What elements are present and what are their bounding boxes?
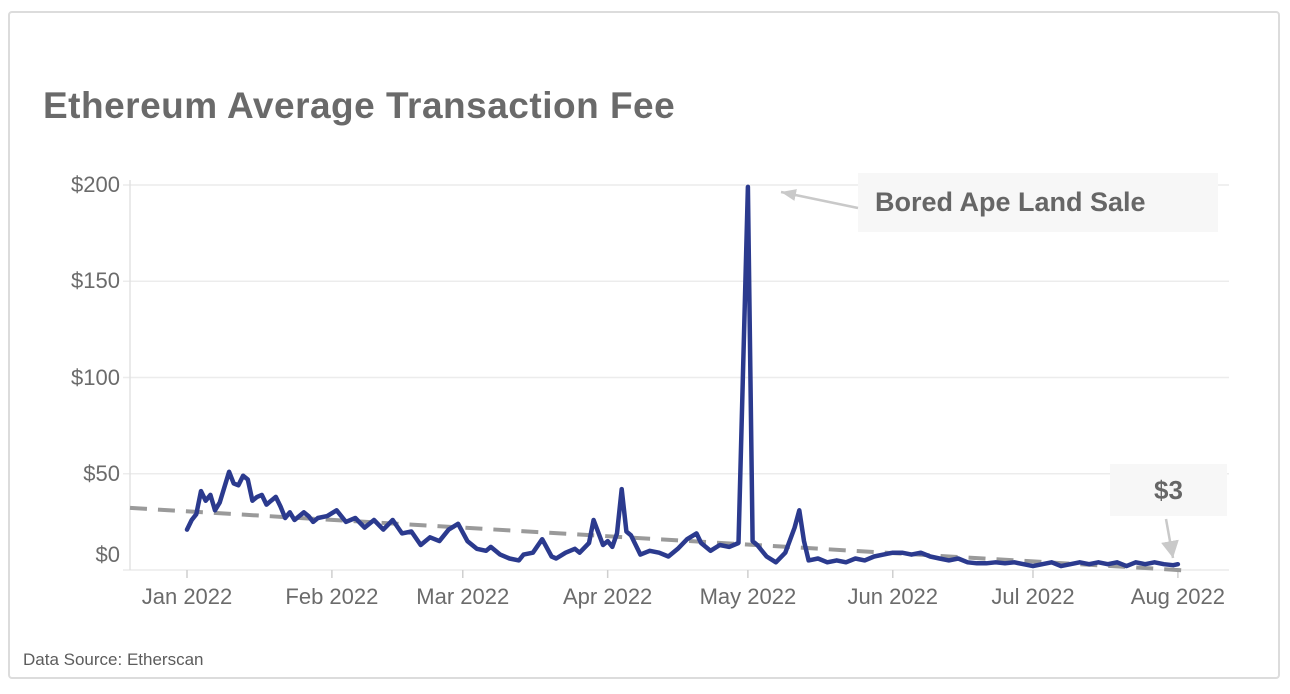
y-tick-label-0: $0 xyxy=(95,542,120,567)
y-tick-label-50: $50 xyxy=(83,460,120,486)
y-tick-label-100: $100 xyxy=(71,364,120,390)
annotation-final-value-label: $3 xyxy=(1154,474,1183,505)
chart-card xyxy=(8,11,1280,679)
annotation-bored-ape-land-sale: Bored Ape Land Sale xyxy=(858,173,1218,232)
trend-line xyxy=(129,505,1189,573)
gridlines xyxy=(123,180,1229,571)
annotation-final-value: $3 xyxy=(1110,464,1227,516)
x-tick-label-jan: Jan 2022 xyxy=(141,584,233,609)
bored-ape-arrow xyxy=(780,189,859,210)
y-tick-label-150: $150 xyxy=(71,268,120,294)
fee-series-line xyxy=(184,184,1181,569)
final-value-arrow xyxy=(1161,518,1179,559)
data-source-note: Data Source: Etherscan xyxy=(23,650,204,669)
annotation-bored-ape-label: Bored Ape Land Sale xyxy=(875,187,1146,217)
chart-title: Ethereum Average Transaction Fee xyxy=(43,84,676,126)
x-tick-label-apr: Apr 2022 xyxy=(563,584,653,609)
x-tick-label-aug: Aug 2022 xyxy=(1130,584,1225,609)
x-tick-label-mar: Mar 2022 xyxy=(416,584,510,609)
x-tick-label-jun: Jun 2022 xyxy=(847,584,939,609)
x-tick-label-jul: Jul 2022 xyxy=(991,584,1075,609)
y-tick-label-200: $200 xyxy=(71,172,120,197)
x-tick-label-may: May 2022 xyxy=(699,584,797,609)
x-tick-label-feb: Feb 2022 xyxy=(285,584,379,609)
